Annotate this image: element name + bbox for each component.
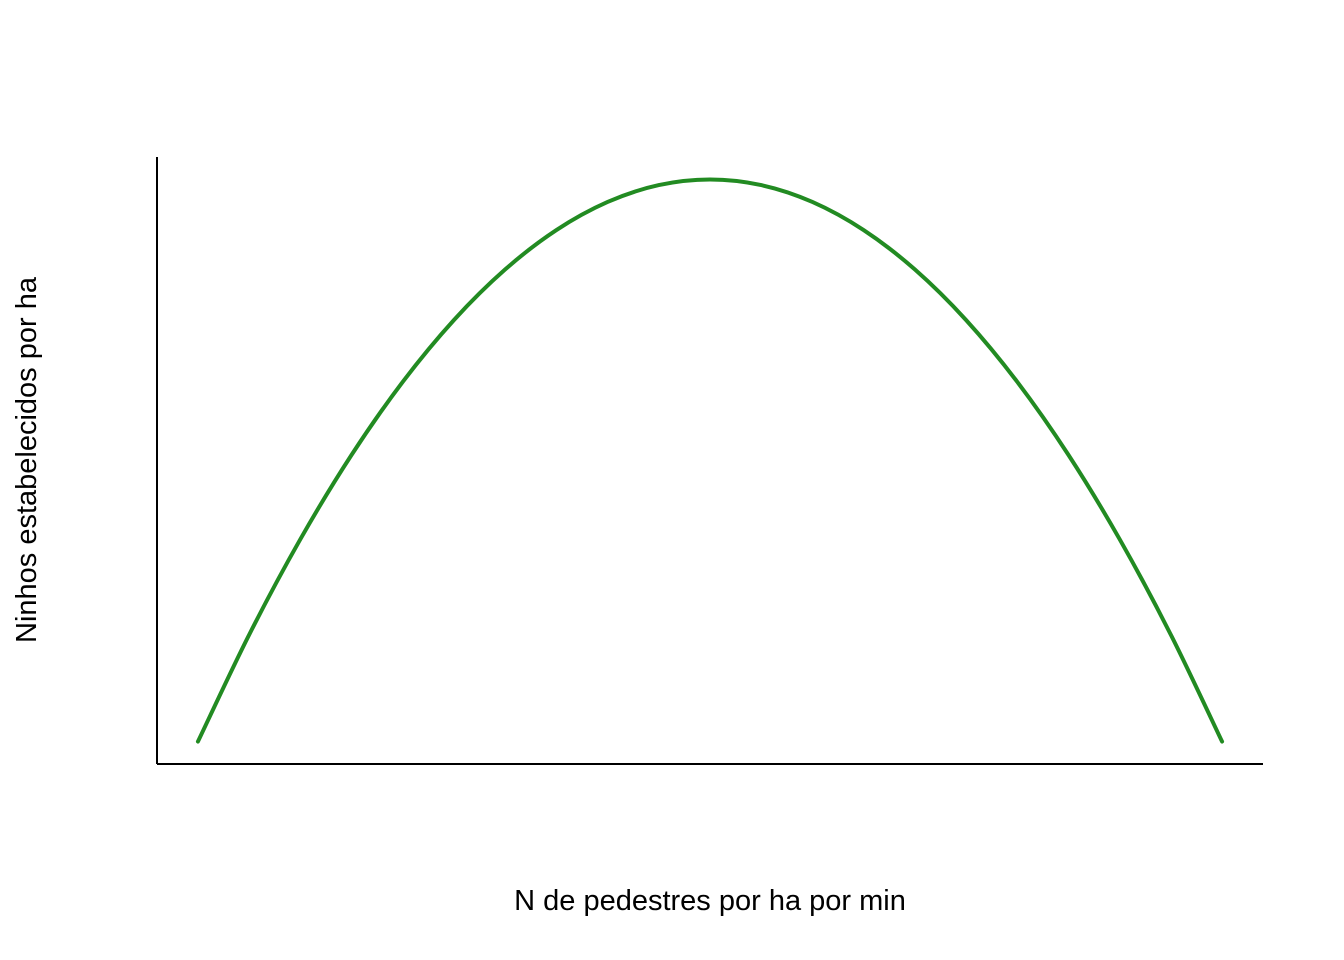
y-axis-title: Ninhos estabelecidos por ha bbox=[11, 276, 43, 643]
series-layer bbox=[195, 177, 1225, 744]
x-axis-title: N de pedestres por ha por min bbox=[514, 885, 906, 917]
plot-area bbox=[156, 157, 1263, 765]
series-line-0 bbox=[195, 177, 1225, 744]
